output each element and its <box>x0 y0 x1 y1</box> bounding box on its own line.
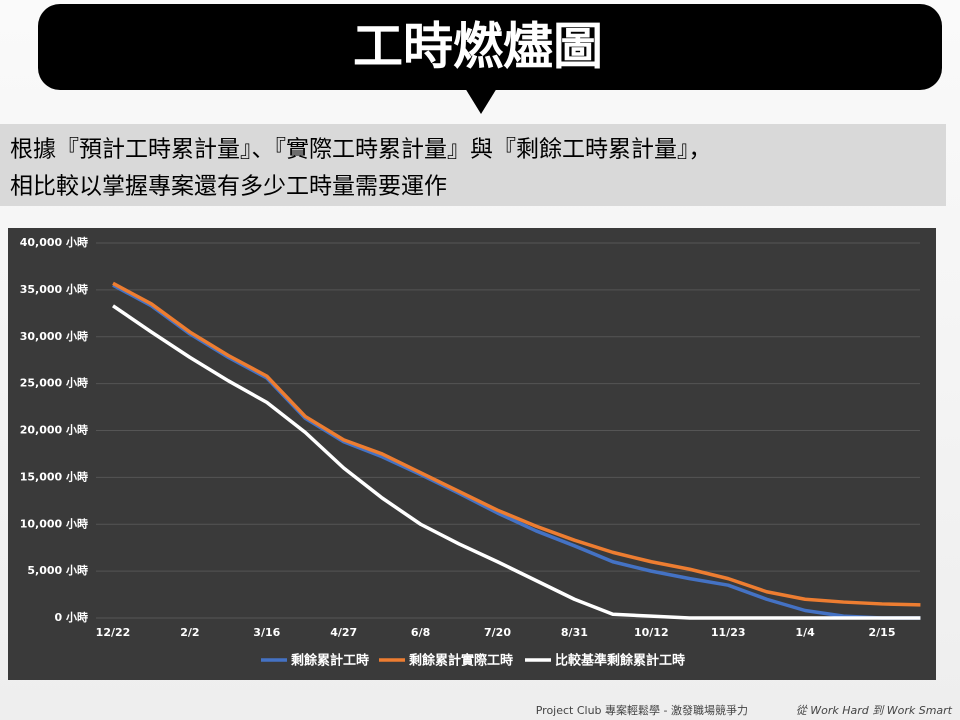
legend-label: 剩餘累計工時 <box>291 653 369 669</box>
x-tick-label: 3/16 <box>253 626 280 639</box>
title: 工時燃燼圖 <box>353 18 603 76</box>
y-tick-label: 25,000 小時 <box>20 376 88 390</box>
x-tick-label: 12/22 <box>96 626 131 639</box>
x-tick-label: 6/8 <box>411 626 430 639</box>
subtitle-line: 相比較以掌握專案還有多少工時量需要運作 <box>10 174 447 200</box>
chart-panel <box>8 228 936 680</box>
series-line <box>112 304 921 620</box>
y-tick-label: 20,000 小時 <box>20 423 88 437</box>
series-line <box>112 281 921 607</box>
footer-right: 從 Work Hard 到 Work Smart <box>796 704 953 717</box>
y-tick-label: 0 小時 <box>55 610 88 624</box>
x-tick-label: 11/23 <box>711 626 746 639</box>
x-tick-label: 10/12 <box>634 626 669 639</box>
y-tick-label: 35,000 小時 <box>20 282 88 296</box>
x-tick-label: 1/4 <box>795 626 815 639</box>
title-bar <box>38 4 942 90</box>
y-tick-label: 15,000 小時 <box>20 469 88 483</box>
y-tick-label: 30,000 小時 <box>20 329 88 343</box>
footer-left: Project Club 專案輕鬆學 - 激發職場競爭力 <box>536 703 748 717</box>
y-tick-label: 5,000 小時 <box>27 563 88 577</box>
y-tick-label: 40,000 小時 <box>20 235 88 249</box>
x-tick-label: 8/31 <box>561 626 588 639</box>
subtitle-band <box>0 124 946 206</box>
legend-label: 比較基準剩餘累計工時 <box>555 653 685 669</box>
x-tick-label: 2/15 <box>869 626 896 639</box>
title-pointer <box>465 88 497 114</box>
x-tick-label: 7/20 <box>484 626 511 639</box>
x-tick-label: 2/2 <box>180 626 199 639</box>
y-tick-label: 10,000 小時 <box>20 516 88 530</box>
subtitle-line: 根據『預計工時累計量』、『實際工時累計量』與『剩餘工時累計量』， <box>10 137 712 163</box>
x-tick-label: 4/27 <box>330 626 357 639</box>
legend-label: 剩餘累計實際工時 <box>409 653 513 669</box>
